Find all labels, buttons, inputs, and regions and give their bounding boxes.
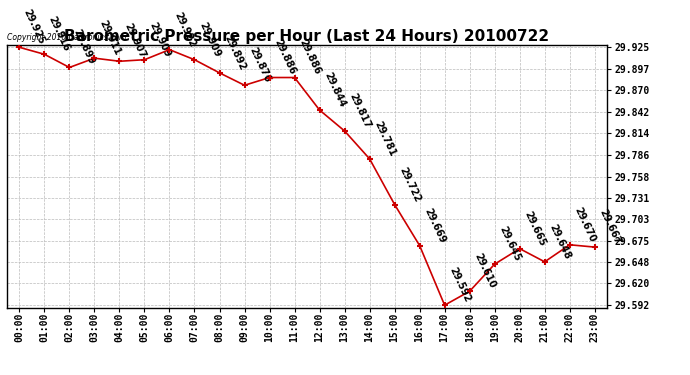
Text: 29.667: 29.667 (598, 208, 622, 246)
Text: 29.781: 29.781 (372, 119, 397, 158)
Text: 29.670: 29.670 (572, 206, 597, 244)
Text: 29.610: 29.610 (472, 252, 497, 290)
Text: 29.722: 29.722 (397, 165, 422, 203)
Text: 29.899: 29.899 (72, 28, 97, 66)
Text: 29.922: 29.922 (172, 10, 197, 48)
Text: 29.886: 29.886 (297, 38, 322, 76)
Text: 29.844: 29.844 (322, 70, 347, 109)
Text: 29.648: 29.648 (547, 222, 572, 261)
Text: 29.892: 29.892 (222, 33, 247, 72)
Text: 29.817: 29.817 (347, 92, 372, 130)
Text: 29.916: 29.916 (47, 15, 72, 53)
Text: 29.645: 29.645 (497, 225, 522, 263)
Text: 29.909: 29.909 (197, 20, 222, 58)
Text: 29.925: 29.925 (22, 8, 47, 46)
Text: Copyright 2010 Cartronics.com: Copyright 2010 Cartronics.com (7, 33, 126, 42)
Text: 29.669: 29.669 (422, 206, 447, 245)
Text: 29.665: 29.665 (522, 209, 547, 248)
Text: 29.886: 29.886 (272, 38, 297, 76)
Text: 29.592: 29.592 (447, 266, 472, 304)
Text: 29.876: 29.876 (247, 46, 272, 84)
Text: 29.907: 29.907 (122, 22, 147, 60)
Title: Barometric Pressure per Hour (Last 24 Hours) 20100722: Barometric Pressure per Hour (Last 24 Ho… (64, 29, 550, 44)
Text: 29.909: 29.909 (147, 20, 172, 58)
Text: 29.911: 29.911 (97, 19, 122, 57)
